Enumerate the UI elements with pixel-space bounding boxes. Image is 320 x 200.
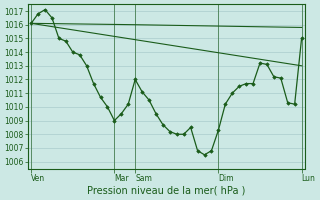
X-axis label: Pression niveau de la mer( hPa ): Pression niveau de la mer( hPa ): [87, 186, 245, 196]
